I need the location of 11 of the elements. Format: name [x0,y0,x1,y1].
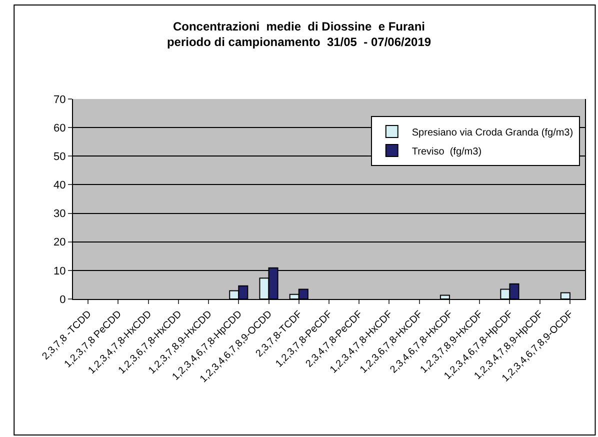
y-tick-label: 0 [60,294,66,306]
y-tick-label: 20 [54,236,66,249]
y-tick-label: 70 [54,94,66,106]
chart-title: Concentrazioni medie di Diossine e Furani periodo di campionamento 31/05 - 07/06/2019 [166,20,432,50]
y-tick-label: 40 [54,180,66,192]
y-tick-label: 30 [54,208,66,220]
legend-label: Spresiano via Croda Granda (fg/m3) [412,127,574,138]
y-tick-label: 10 [54,265,66,278]
y-tick-label: 60 [54,122,66,134]
y-tick-label: 50 [54,150,66,163]
legend-label: Treviso (fg/m3) [412,146,482,158]
